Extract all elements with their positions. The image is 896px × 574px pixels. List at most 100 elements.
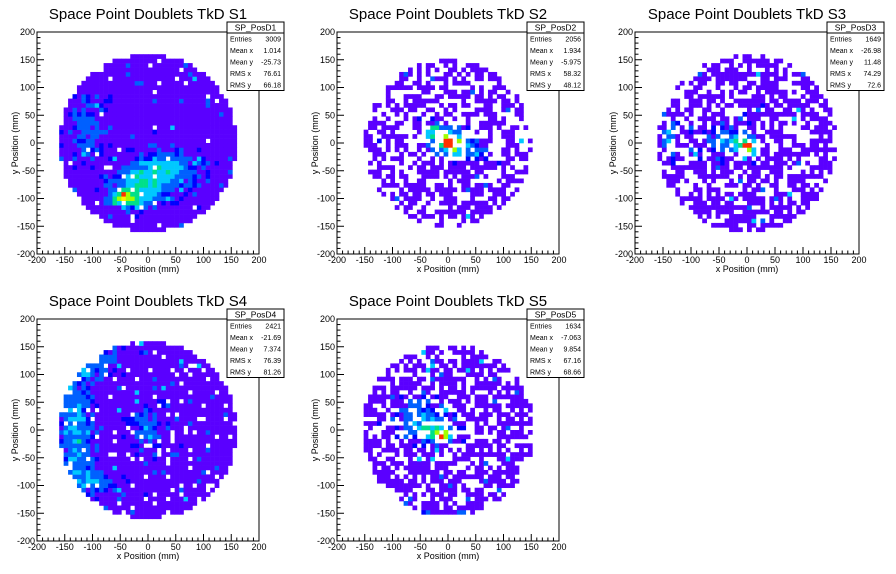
- heatmap-cell: [461, 425, 467, 431]
- heatmap-cell: [461, 178, 467, 184]
- heatmap-cell: [487, 381, 493, 386]
- stats-row-value: 11.48: [864, 60, 881, 67]
- heatmap-cell: [479, 443, 484, 449]
- heatmap-cell: [443, 474, 449, 480]
- heatmap-cell: [782, 218, 788, 224]
- heatmap-cell: [99, 461, 104, 466]
- heatmap-cell: [174, 416, 180, 422]
- heatmap-cell: [174, 67, 180, 73]
- heatmap-cell: [684, 165, 690, 170]
- heatmap-cell: [112, 205, 118, 210]
- heatmap-cell: [403, 178, 409, 184]
- heatmap-cell: [130, 496, 135, 502]
- heatmap-cell: [219, 94, 224, 99]
- panel-4: Space Point Doublets TkD S4-200 -150 -100-…: [10, 293, 285, 561]
- heatmap-cell: [448, 367, 453, 373]
- heatmap-cell: [196, 385, 202, 391]
- heatmap-cell: [94, 89, 100, 95]
- heatmap-cell: [474, 143, 480, 148]
- heatmap-cell: [187, 174, 193, 179]
- heatmap-cell: [187, 67, 193, 73]
- heatmap-cell: [148, 345, 153, 351]
- heatmap-cell: [470, 358, 475, 364]
- stats-box-name: SP_PosD1: [235, 23, 277, 33]
- heatmap-cell: [399, 138, 404, 144]
- heatmap-cell: [179, 151, 184, 157]
- heatmap-cell: [187, 381, 193, 386]
- heatmap-cell: [161, 447, 167, 453]
- heatmap-cell: [112, 425, 118, 431]
- heatmap-cell: [787, 209, 793, 215]
- heatmap-cell: [470, 67, 475, 73]
- heatmap-cell: [711, 147, 716, 153]
- heatmap-cell: [196, 143, 202, 148]
- heatmap-cell: [430, 430, 435, 435]
- heatmap-cell: [769, 156, 775, 162]
- heatmap-cell: [183, 160, 189, 166]
- heatmap-cell: [134, 425, 140, 431]
- heatmap-cell: [452, 103, 458, 108]
- heatmap-cell: [416, 191, 422, 197]
- heatmap-cell: [161, 76, 167, 82]
- heatmap-cell: [59, 151, 64, 157]
- heatmap-cell: [527, 416, 533, 422]
- heatmap-cell: [733, 85, 739, 91]
- heatmap-cell: [139, 492, 144, 497]
- heatmap-cell: [161, 469, 167, 475]
- heatmap-cell: [675, 156, 681, 162]
- heatmap-cell: [223, 116, 229, 122]
- x-tick-label: 100: [496, 255, 511, 265]
- heatmap-cell: [496, 469, 502, 475]
- heatmap-cell: [412, 196, 418, 202]
- heatmap-cell: [121, 469, 127, 475]
- heatmap-cell: [116, 67, 122, 73]
- heatmap-cell: [174, 80, 180, 86]
- heatmap-cell: [227, 407, 233, 413]
- heatmap-cell: [368, 412, 373, 417]
- heatmap-cell: [187, 76, 193, 82]
- x-tick-label: -100: [682, 255, 700, 265]
- heatmap-cell: [385, 372, 391, 378]
- heatmap-cell: [760, 94, 766, 99]
- heatmap-cell: [505, 381, 511, 386]
- heatmap-cell: [764, 58, 770, 64]
- heatmap-cell: [715, 222, 721, 228]
- y-tick-label: -50: [620, 166, 633, 176]
- heatmap-cell: [156, 421, 162, 426]
- heatmap-cell: [219, 160, 224, 166]
- heatmap-cell: [214, 89, 220, 95]
- heatmap-cell: [818, 94, 824, 99]
- heatmap-cell: [63, 452, 69, 457]
- heatmap-cell: [219, 416, 224, 422]
- stats-row-value: 74.29: [863, 71, 881, 78]
- heatmap-cell: [416, 461, 422, 466]
- heatmap-cell: [805, 200, 811, 206]
- heatmap-cell: [452, 116, 458, 122]
- heatmap-cell: [724, 169, 730, 175]
- heatmap-cell: [196, 390, 202, 395]
- heatmap-cell: [63, 403, 69, 409]
- heatmap-cell: [381, 469, 387, 475]
- heatmap-cell: [416, 403, 422, 409]
- heatmap-cell: [161, 381, 167, 386]
- heatmap-cell: [108, 376, 113, 382]
- heatmap-cell: [161, 385, 167, 391]
- heatmap-cell: [461, 367, 467, 373]
- heatmap-cell: [116, 143, 122, 148]
- heatmap-cell: [94, 447, 100, 453]
- heatmap-cell: [170, 174, 175, 179]
- heatmap-cell: [170, 376, 175, 382]
- heatmap-cell: [787, 200, 793, 206]
- heatmap-cell: [456, 205, 462, 210]
- heatmap-cell: [223, 469, 229, 475]
- heatmap-cell: [134, 407, 140, 413]
- heatmap-cell: [403, 434, 409, 440]
- heatmap-cell: [134, 350, 140, 355]
- heatmap-cell: [161, 143, 167, 148]
- heatmap-cell: [496, 80, 502, 86]
- heatmap-cell: [183, 465, 189, 471]
- heatmap-cell: [121, 505, 127, 511]
- heatmap-cell: [210, 200, 215, 206]
- heatmap-cell: [697, 169, 703, 175]
- heatmap-cell: [823, 160, 828, 166]
